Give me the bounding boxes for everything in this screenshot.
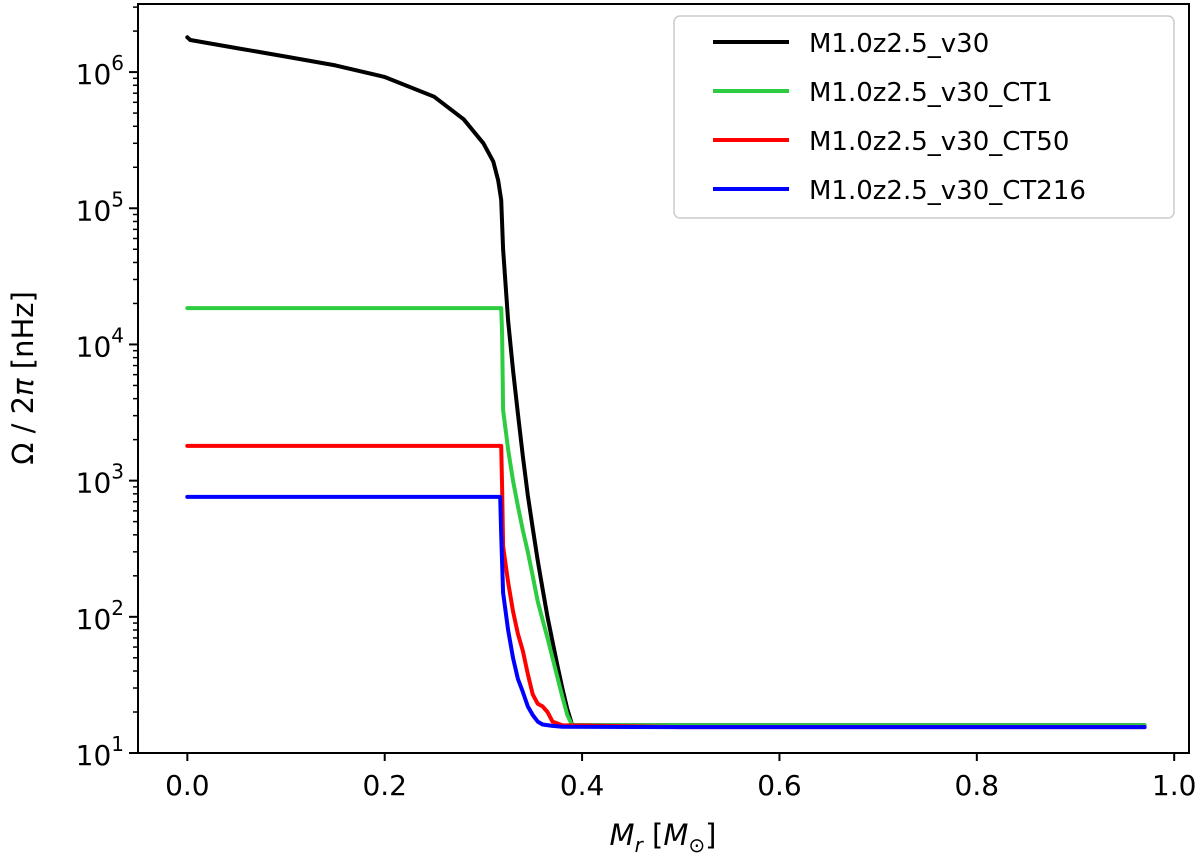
x-tick-label: 0.4 [560,769,605,802]
x-axis-ticks: 0.0 0.2 0.4 0.6 0.8 1.0 [165,753,1196,802]
y-tick-label: 105 [76,187,124,227]
plot-frame [137,3,1190,754]
series-line-3 [185,494,1147,730]
series-line-2 [185,443,1147,730]
y-tick-label: 106 [76,51,124,91]
y-tick-label: 101 [76,732,124,772]
x-tick-label: 0.8 [955,769,1000,802]
y-tick-label: 103 [76,460,124,500]
legend-label-ct1: M1.0z2.5_v30_CT1 [809,78,1053,108]
legend-label-ct50: M1.0z2.5_v30_CT50 [809,127,1069,157]
x-tick-label: 1.0 [1152,769,1197,802]
y-tick-label: 104 [76,323,124,363]
x-tick-label: 0.6 [757,769,802,802]
y-axis-ticks: 101 102 103 104 105 106 [76,6,138,772]
y-tick-label: 102 [76,596,124,636]
y-axis-label: Ω / 2π [nHz] [6,291,40,465]
legend: M1.0z2.5_v30 M1.0z2.5_v30_CT1 M1.0z2.5_v… [673,15,1175,219]
x-tick-label: 0.2 [362,769,407,802]
series-line-0 [185,35,1147,728]
legend-label-ct216: M1.0z2.5_v30_CT216 [809,176,1086,206]
series-layer [185,35,1147,730]
legend-label-v30: M1.0z2.5_v30 [809,29,989,59]
series-line-1 [185,306,1147,728]
x-tick-label: 0.0 [165,769,210,802]
x-axis-label: Mr [M⊙] [610,818,717,857]
legend-box [673,15,1175,219]
